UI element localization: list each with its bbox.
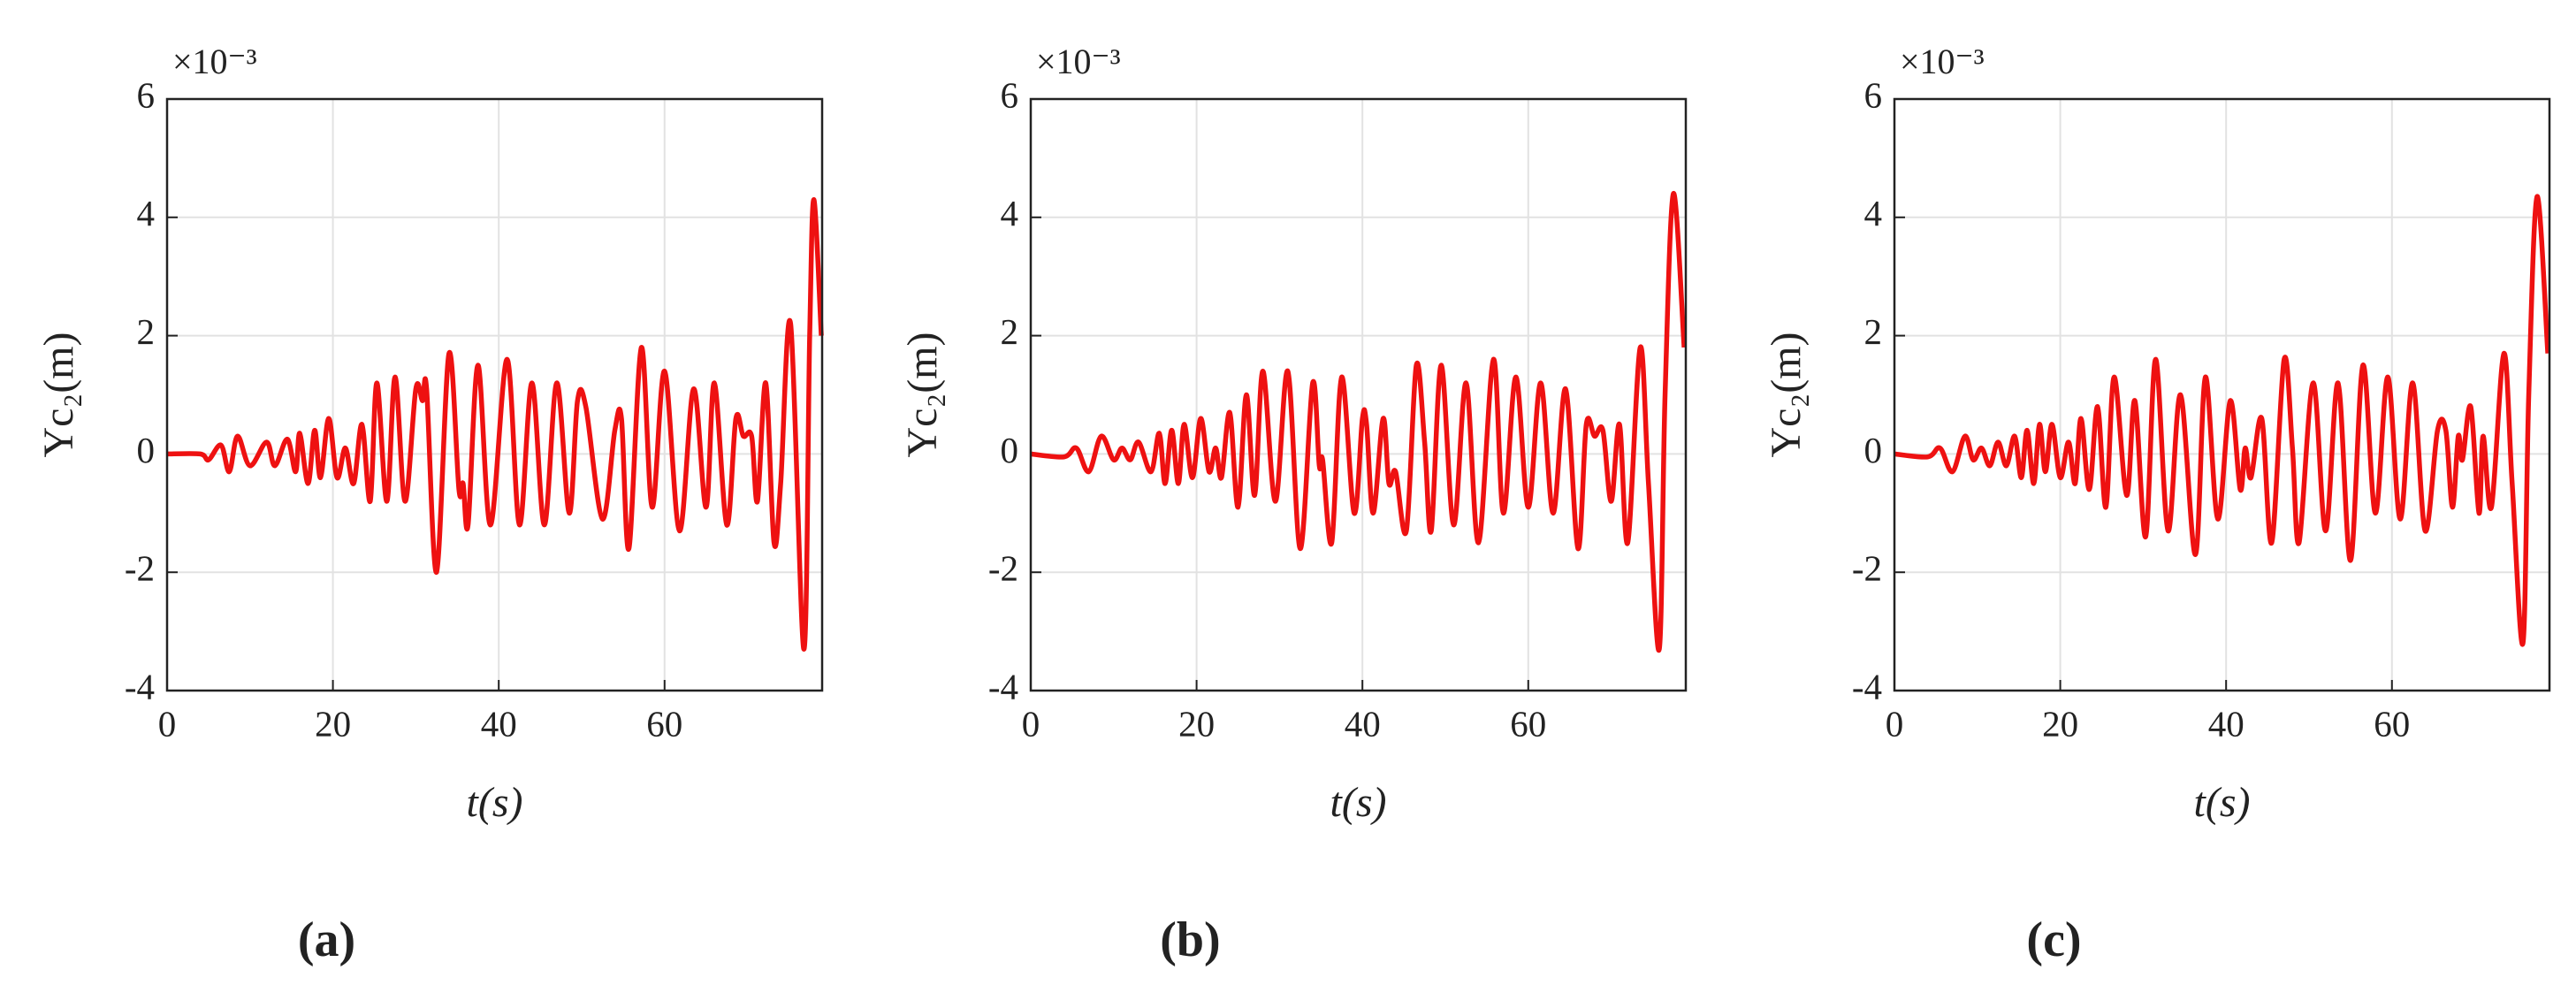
y-tick-label: -4: [125, 666, 155, 706]
x-tick-label: 20: [315, 703, 351, 744]
y-tick-label: 0: [137, 430, 156, 470]
y-tick-label: -2: [988, 548, 1018, 589]
y-tick-label: -4: [1852, 666, 1882, 706]
y-tick-label: 2: [1864, 311, 1883, 352]
x-axis-label: t(s): [1330, 779, 1387, 826]
exponent-label: ×10⁻³: [1036, 42, 1121, 81]
y-axis-label: Yc₂(m): [1763, 332, 1810, 457]
y-tick-label: 6: [1001, 74, 1019, 115]
x-tick-label: 60: [2374, 703, 2410, 744]
x-tick-label: 0: [1886, 703, 1904, 744]
y-tick-label: 4: [1001, 193, 1019, 233]
y-axis-label: Yc₂(m): [35, 332, 82, 457]
y-tick-label: 2: [1001, 311, 1019, 352]
x-tick-label: 0: [1022, 703, 1040, 744]
x-tick-label: 0: [158, 703, 177, 744]
x-axis-label: t(s): [467, 779, 523, 826]
exponent-label: ×10⁻³: [172, 42, 257, 81]
x-tick-label: 40: [481, 703, 517, 744]
data-line: [1030, 191, 1687, 653]
data-line: [1894, 194, 2550, 647]
y-tick-label: 4: [137, 193, 156, 233]
plot-frame: [1893, 97, 2551, 692]
y-tick-label: -2: [1852, 548, 1882, 589]
data-line: [166, 196, 824, 652]
x-tick-label: 40: [1345, 703, 1381, 744]
y-tick-label: 0: [1001, 430, 1019, 470]
y-tick-label: -2: [125, 548, 155, 589]
x-tick-label: 20: [1178, 703, 1215, 744]
y-tick-label: 6: [137, 74, 156, 115]
y-tick-label: 4: [1864, 193, 1883, 233]
x-tick-label: 40: [2208, 703, 2244, 744]
panel-label: (c): [2026, 913, 2081, 967]
y-tick-label: 6: [1864, 74, 1883, 115]
y-tick-label: -4: [988, 666, 1018, 706]
plot-frame: [1029, 97, 1688, 692]
x-tick-label: 60: [646, 703, 682, 744]
x-tick-label: 60: [1510, 703, 1546, 744]
plot-frame: [165, 97, 824, 692]
y-tick-label: 0: [1864, 430, 1883, 470]
x-axis-label: t(s): [2194, 779, 2251, 826]
exponent-label: ×10⁻³: [1900, 42, 1985, 81]
y-tick-label: 2: [137, 311, 156, 352]
y-axis-label: Yc₂(m): [899, 332, 946, 457]
panel-label: (a): [298, 913, 355, 967]
x-tick-label: 20: [2042, 703, 2078, 744]
panel-label: (b): [1160, 913, 1220, 967]
